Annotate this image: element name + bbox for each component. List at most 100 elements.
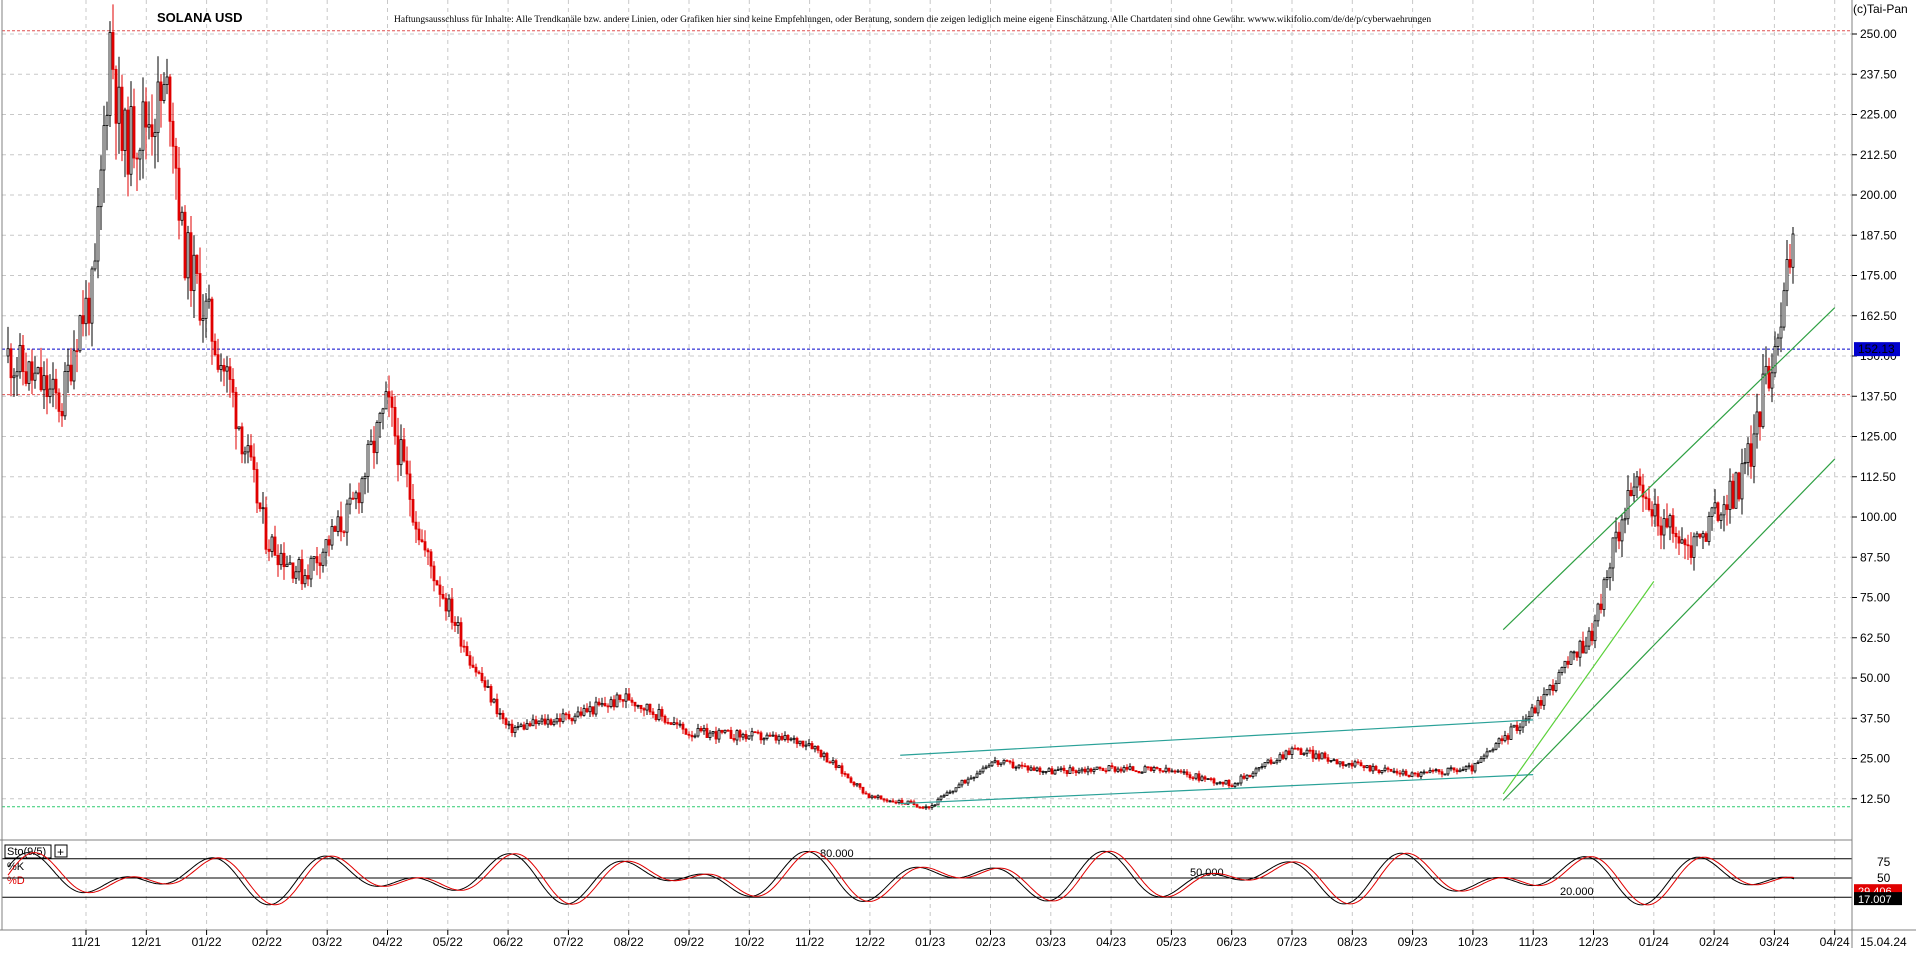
candle-body xyxy=(924,806,928,809)
candle-body xyxy=(1260,766,1264,768)
candle-body xyxy=(1008,760,1012,763)
candle-body xyxy=(363,476,367,480)
candle-body xyxy=(1047,768,1051,772)
candle-body xyxy=(450,598,454,623)
candle-body xyxy=(846,773,850,779)
candle-body xyxy=(81,315,85,325)
candle-body xyxy=(1101,768,1105,772)
time-tick-label: 05/23 xyxy=(1156,935,1186,948)
time-tick-label: 03/23 xyxy=(1036,935,1066,948)
candle-body xyxy=(189,232,193,292)
candle-body xyxy=(171,120,175,147)
candle-body xyxy=(297,559,301,573)
candle-body xyxy=(954,787,958,792)
candle-body xyxy=(1062,767,1066,771)
candle-body xyxy=(864,792,868,795)
candle-body xyxy=(282,552,286,568)
candle-body xyxy=(1521,720,1525,728)
candle-body xyxy=(453,621,457,626)
candle-body xyxy=(1422,771,1426,774)
candle-body xyxy=(1011,761,1015,769)
candle-body xyxy=(1080,768,1084,772)
candle-body xyxy=(75,350,79,353)
candle-body xyxy=(1647,498,1651,511)
candle-body xyxy=(1143,766,1147,773)
candle-body xyxy=(90,268,94,324)
candle-body xyxy=(456,622,460,626)
candle-body xyxy=(84,297,88,325)
candle-body xyxy=(1344,764,1348,767)
candle-body xyxy=(1302,752,1306,755)
candle-body xyxy=(969,777,973,780)
candle-body xyxy=(273,536,277,556)
candle-body xyxy=(1530,707,1534,717)
candle-body xyxy=(762,738,766,741)
price-tick-label: 212.50 xyxy=(1860,148,1897,162)
candle-body xyxy=(738,730,742,738)
candle-body xyxy=(1464,766,1468,770)
candle-body xyxy=(1029,767,1033,771)
candle-body xyxy=(1263,762,1267,767)
candle-body xyxy=(369,440,373,445)
candle-body xyxy=(1041,771,1045,773)
candle-body xyxy=(1125,767,1129,770)
candle-body xyxy=(987,765,991,768)
candle-body xyxy=(1626,490,1630,520)
uptrend-channel-bottom xyxy=(1502,458,1836,801)
candle-body xyxy=(1509,726,1513,740)
candle-body xyxy=(492,698,496,703)
candle-body xyxy=(48,388,52,398)
candle-body xyxy=(651,711,655,715)
candle-body xyxy=(840,765,844,774)
candle-body xyxy=(795,737,799,745)
candle-body xyxy=(1179,770,1183,773)
candle-body xyxy=(564,713,568,716)
candle-body xyxy=(1278,754,1282,761)
candle-body xyxy=(1299,748,1303,755)
candle-body xyxy=(594,701,598,715)
candle-body xyxy=(1575,651,1579,658)
candle-body xyxy=(1602,579,1606,610)
candle-body xyxy=(828,761,832,764)
candle-body xyxy=(1479,758,1483,763)
candle-body xyxy=(1500,738,1504,742)
candle-body xyxy=(1362,765,1366,769)
candle-body xyxy=(654,714,658,721)
candle-body xyxy=(1527,715,1531,720)
uptrend-inner xyxy=(1502,581,1655,795)
candle-body xyxy=(1791,233,1795,268)
time-tick-label: 08/22 xyxy=(614,935,644,948)
time-tick-label: 01/23 xyxy=(915,935,945,948)
candle-body xyxy=(222,365,226,372)
candle-body xyxy=(177,167,181,221)
candle-body xyxy=(540,718,544,722)
candle-body xyxy=(1758,411,1762,428)
candle-body xyxy=(1161,770,1165,773)
candle-body xyxy=(1140,771,1144,774)
candle-body xyxy=(669,722,673,725)
candle-body xyxy=(978,771,982,775)
candle-body xyxy=(444,597,448,612)
candle-body xyxy=(411,499,415,523)
candle-body xyxy=(1356,761,1360,764)
candle-body xyxy=(1710,507,1714,517)
candle-body xyxy=(132,106,136,159)
grid-layer xyxy=(2,0,1852,930)
candle-body xyxy=(558,718,562,722)
candle-body xyxy=(747,735,751,740)
candle-body xyxy=(1488,750,1492,753)
candle-body xyxy=(1473,762,1477,772)
candle-body xyxy=(1443,773,1447,776)
time-tick-label: 03/24 xyxy=(1759,935,1789,948)
candle-body xyxy=(327,539,331,546)
candle-body xyxy=(1134,770,1138,773)
candle-body xyxy=(879,795,883,800)
candle-body xyxy=(225,366,229,372)
candle-body xyxy=(816,745,820,751)
candle-body xyxy=(264,507,268,550)
time-tick-label: 09/23 xyxy=(1398,935,1428,948)
time-tick-label: 12/21 xyxy=(131,935,161,948)
candle-body xyxy=(408,473,412,500)
price-tick-label: 200.00 xyxy=(1860,188,1897,202)
